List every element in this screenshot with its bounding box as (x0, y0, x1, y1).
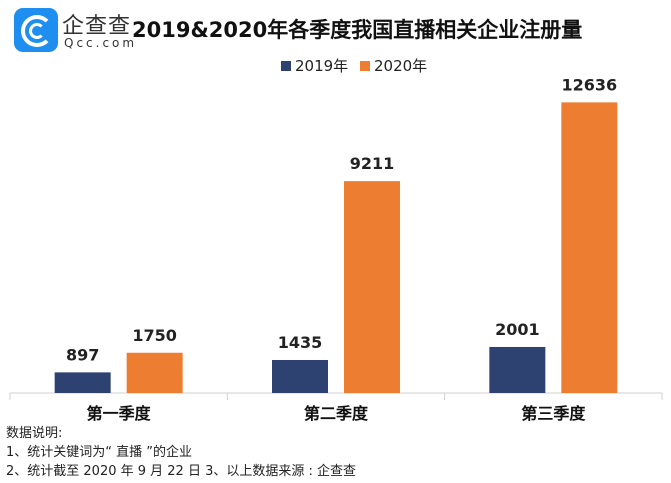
data-label: 2001 (495, 320, 540, 339)
notes: 数据说明: 1、统计关键词为“ 直播 ”的企业 2、统计截至 2020 年 9 … (6, 424, 356, 481)
bar-2020年 (561, 102, 618, 393)
x-tick-label: 第三季度 (521, 404, 586, 423)
legend-swatch (281, 61, 291, 71)
note-2: 2、统计截至 2020 年 9 月 22 日 3、以上数据来源 : 企查查 (6, 464, 357, 479)
bar-2019年 (489, 346, 546, 393)
bar-2019年 (272, 359, 328, 393)
data-label: 9211 (350, 154, 395, 173)
brand-name: 企查查 (62, 14, 132, 39)
brand-domain: Qcc.com (64, 36, 138, 50)
notes-heading: 数据说明: (6, 426, 63, 441)
qcc-logo-icon (14, 8, 58, 52)
data-label: 12636 (561, 75, 617, 94)
data-label: 897 (66, 345, 99, 364)
data-label: 1750 (132, 326, 177, 345)
legend-label: 2019年 (295, 57, 348, 75)
note-1: 1、统计关键词为“ 直播 ”的企业 (6, 445, 193, 460)
legend-label: 2020年 (374, 57, 427, 75)
x-tick-label: 第二季度 (304, 404, 369, 423)
x-tick-label: 第一季度 (87, 404, 152, 423)
bar-2020年 (126, 352, 183, 393)
bar-2019年 (54, 372, 111, 393)
chart-title: 2019&2020年各季度我国直播相关企业注册量 (132, 18, 583, 42)
data-label: 1435 (278, 333, 323, 352)
bar-2020年 (344, 181, 400, 393)
legend-swatch (360, 61, 370, 71)
